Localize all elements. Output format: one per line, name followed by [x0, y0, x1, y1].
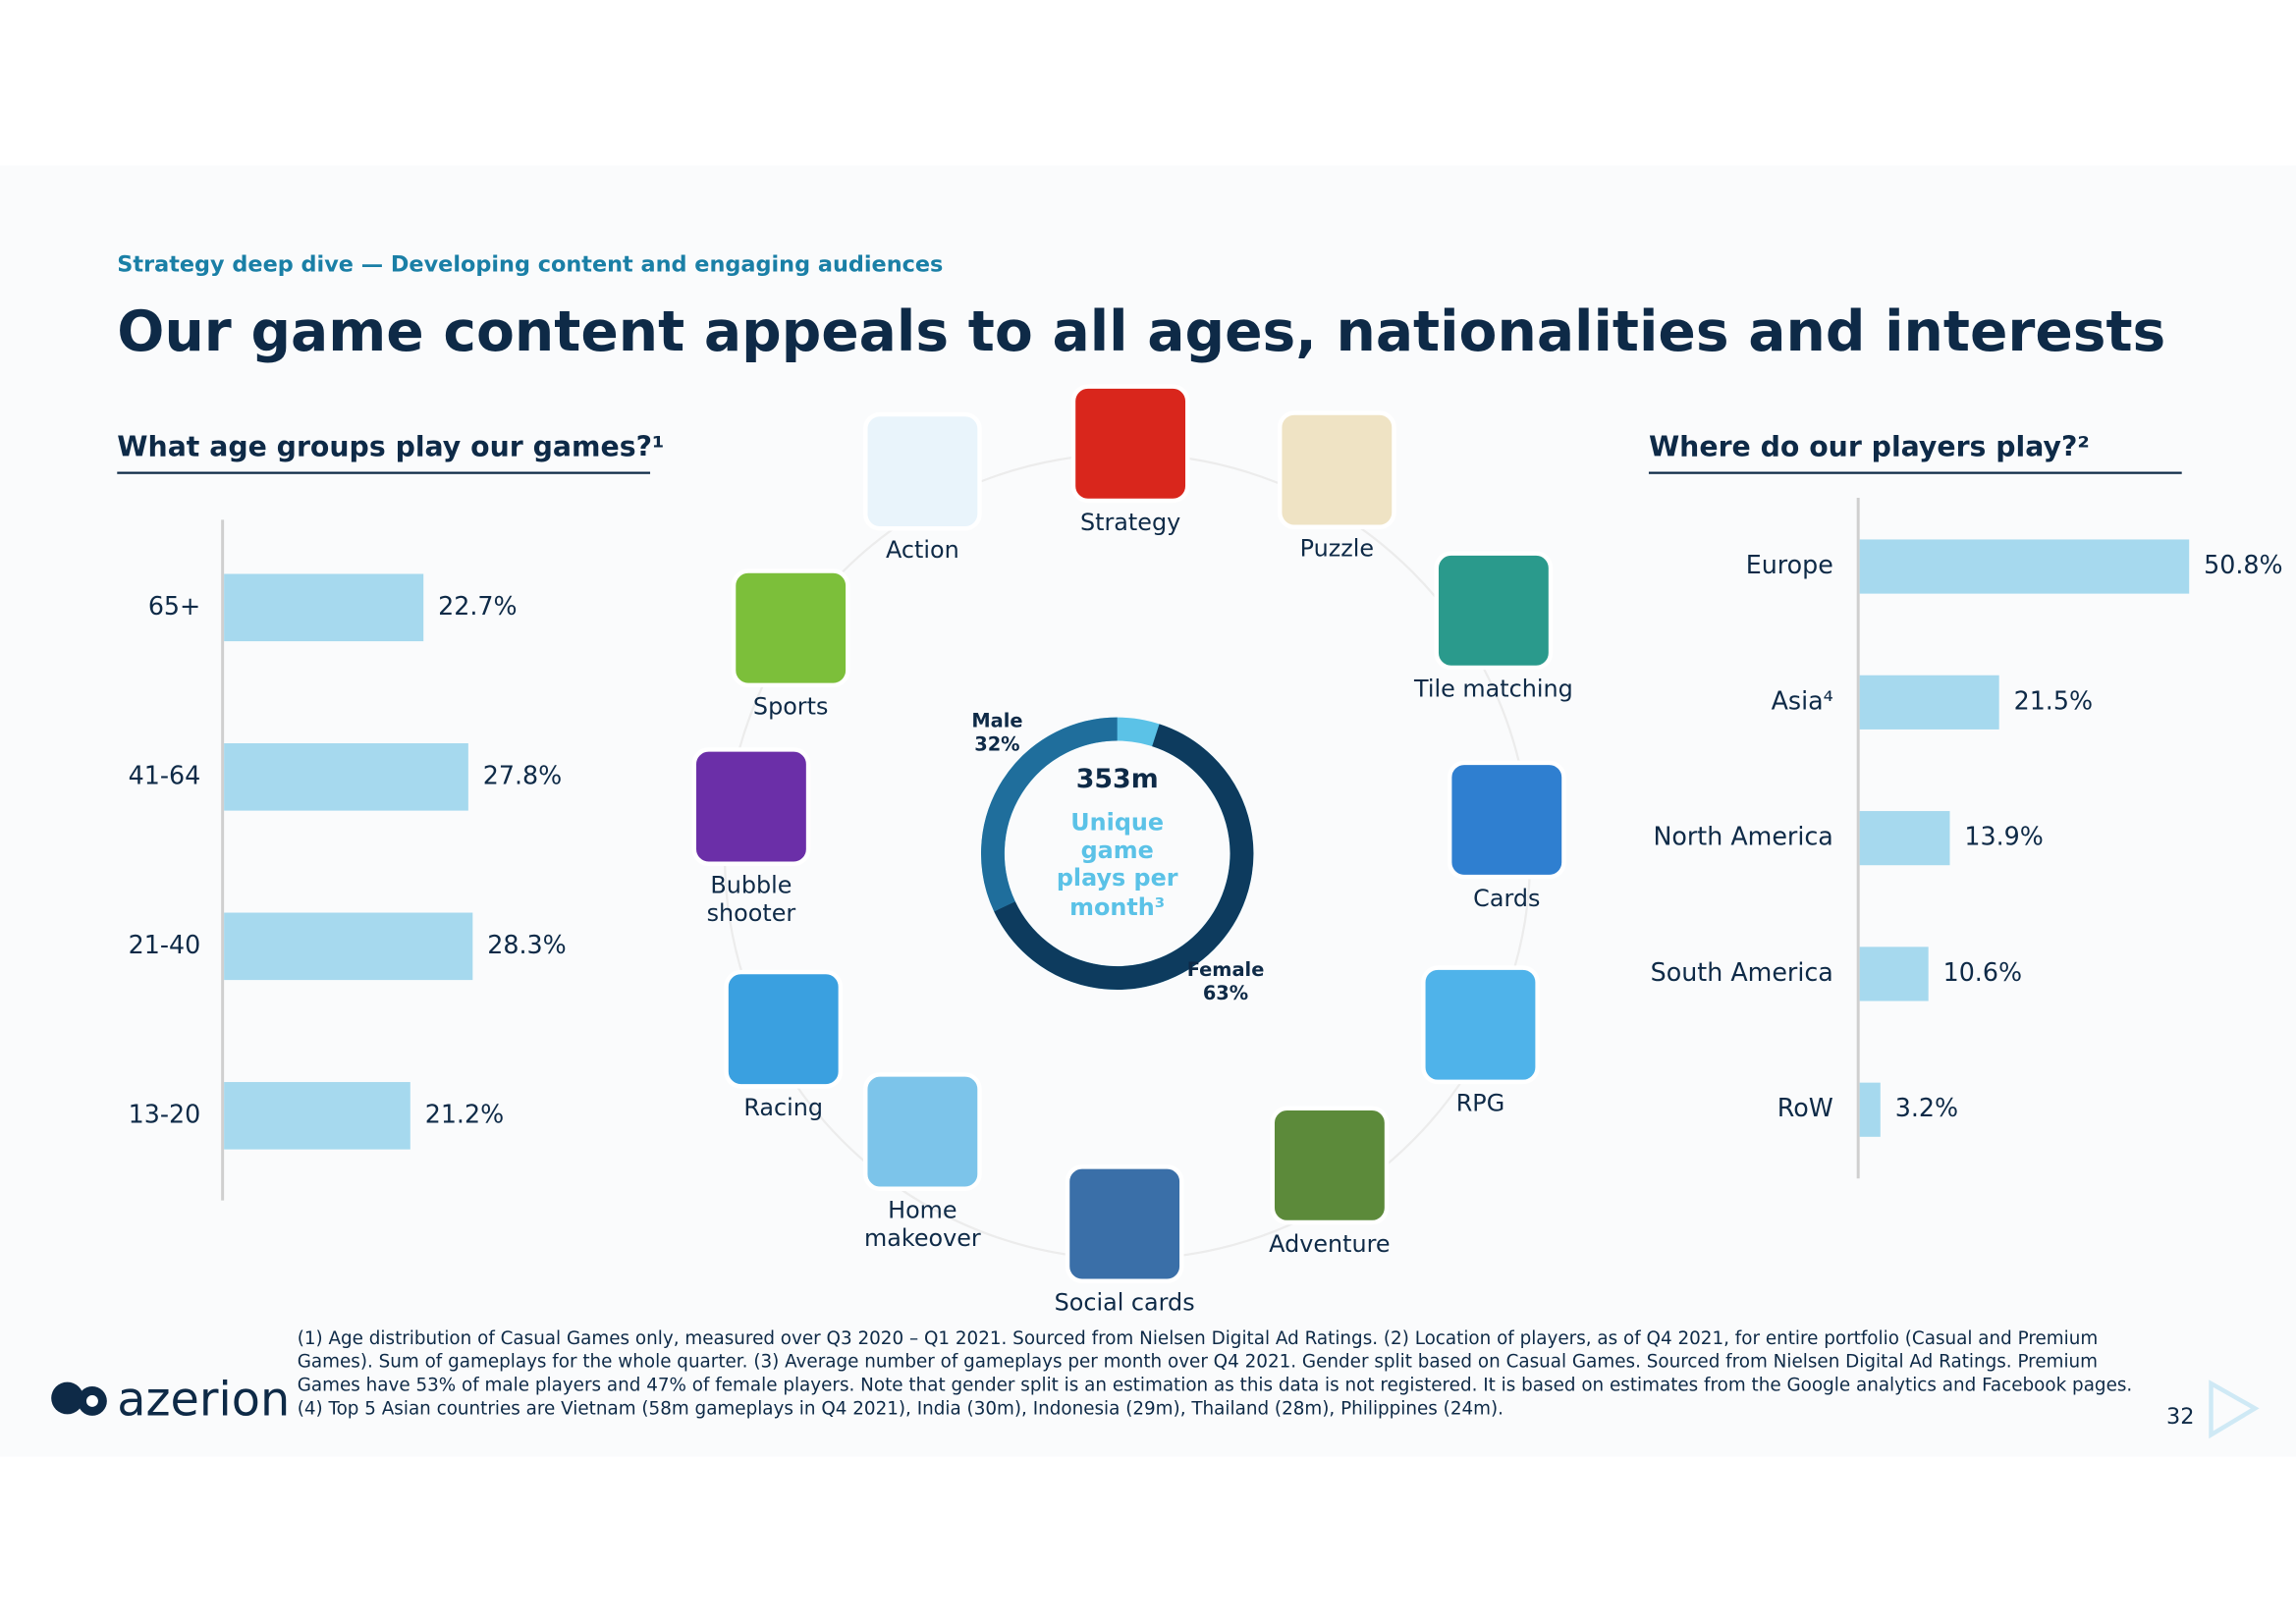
- genre-label: Adventure: [1269, 1229, 1391, 1258]
- game-icon: [1421, 965, 1540, 1085]
- genre-label: Strategy: [1079, 508, 1181, 536]
- game-icon: [1070, 384, 1190, 504]
- bar: [1859, 1082, 1881, 1137]
- bar: [1859, 947, 1929, 1001]
- genre-label: Tile matching: [1414, 675, 1573, 703]
- category-label: RoW: [1777, 1093, 1833, 1122]
- segment-value: 32%: [974, 732, 1019, 755]
- footnote-box: (1) Age distribution of Casual Games onl…: [297, 1327, 2133, 1419]
- logo-mark: [85, 1394, 98, 1407]
- category-label: 41-64: [129, 760, 201, 789]
- genre-label-box: Adventure: [1269, 1229, 1391, 1258]
- bar: [224, 912, 473, 981]
- game-icon: [1434, 551, 1554, 671]
- genre-label-box: Strategy: [1079, 508, 1181, 536]
- genre-label: Bubble shooter: [706, 871, 796, 928]
- genre-label: Action: [886, 535, 959, 565]
- genre-label: Puzzle: [1299, 534, 1375, 563]
- genre-label-box: Bubble shooter: [706, 871, 796, 928]
- genre-label: RPG: [1455, 1089, 1505, 1117]
- center-label: Unique game plays per month³: [1056, 808, 1178, 921]
- game-icon: [724, 969, 844, 1089]
- game-icon: [1270, 1106, 1390, 1225]
- genre-label: Social cards: [1054, 1288, 1195, 1317]
- value-label: 27.8%: [483, 760, 562, 789]
- game-icon: [862, 1072, 982, 1191]
- footnote: (1) Age distribution of Casual Games onl…: [297, 1327, 2133, 1419]
- game-icon: [1447, 760, 1566, 880]
- genre-label-box: Action: [886, 535, 959, 565]
- segment-label: Female: [1187, 958, 1265, 981]
- bar: [1859, 811, 1950, 866]
- category-label: 13-20: [129, 1099, 201, 1128]
- chart-title: Where do our players play?²: [1649, 430, 2090, 462]
- value-label: 21.5%: [2014, 685, 2093, 715]
- game-icon: [1065, 1164, 1184, 1283]
- bar: [224, 1082, 410, 1150]
- bar: [1859, 675, 1999, 730]
- genre-label: Racing: [743, 1093, 824, 1122]
- genre-label-box: Home makeover: [864, 1196, 981, 1253]
- genre-label-box: Social cards: [1054, 1288, 1195, 1317]
- game-icon: [862, 411, 982, 531]
- genre-label-box: RPG: [1455, 1089, 1505, 1117]
- value-label: 13.9%: [1964, 822, 2043, 851]
- kicker: Strategy deep dive — Developing content …: [117, 251, 943, 277]
- category-label: 21-40: [129, 930, 201, 959]
- arrow-icon: [2209, 1380, 2260, 1439]
- game-icon: [731, 568, 850, 688]
- logo: azerion: [51, 1373, 290, 1427]
- category-label: South America: [1651, 957, 1833, 987]
- value-label: 21.2%: [425, 1099, 504, 1128]
- logo-text: azerion: [117, 1373, 290, 1427]
- category-label: 65+: [148, 591, 200, 621]
- chart-title: What age groups play our games?¹: [117, 430, 664, 462]
- center-value: 353m: [1076, 764, 1159, 794]
- genre-label: Cards: [1473, 884, 1541, 912]
- segment-value: 63%: [1203, 982, 1248, 1004]
- logo-mark: [51, 1381, 83, 1415]
- slide-title: Our game content appeals to all ages, na…: [117, 299, 2165, 364]
- genre-label-box: Puzzle: [1299, 534, 1375, 563]
- page-number: 32: [2166, 1404, 2194, 1430]
- segment-label: Male: [971, 710, 1022, 732]
- game-icon: [691, 747, 811, 866]
- category-label: Asia⁴: [1772, 685, 1833, 715]
- category-label: North America: [1653, 822, 1832, 851]
- genre-label-box: Sports: [752, 692, 829, 721]
- bar: [1859, 539, 2190, 594]
- genre-label: Home makeover: [864, 1196, 981, 1253]
- game-icon: [1277, 410, 1396, 530]
- center-label-box: Unique game plays per month³: [1056, 808, 1178, 921]
- bar: [224, 743, 468, 811]
- value-label: 22.7%: [438, 591, 517, 621]
- value-label: 50.8%: [2204, 550, 2282, 579]
- category-label: Europe: [1746, 550, 1833, 579]
- donut-segment: [994, 724, 1254, 990]
- genre-label-box: Tile matching: [1414, 675, 1573, 703]
- genre-label-box: Cards: [1473, 884, 1541, 912]
- value-label: 3.2%: [1895, 1093, 1958, 1122]
- value-label: 10.6%: [1943, 957, 2022, 987]
- bar: [224, 573, 424, 642]
- genre-label: Sports: [752, 692, 829, 721]
- donut-segment: [981, 717, 1118, 912]
- genre-label-box: Racing: [743, 1093, 824, 1122]
- value-label: 28.3%: [487, 930, 566, 959]
